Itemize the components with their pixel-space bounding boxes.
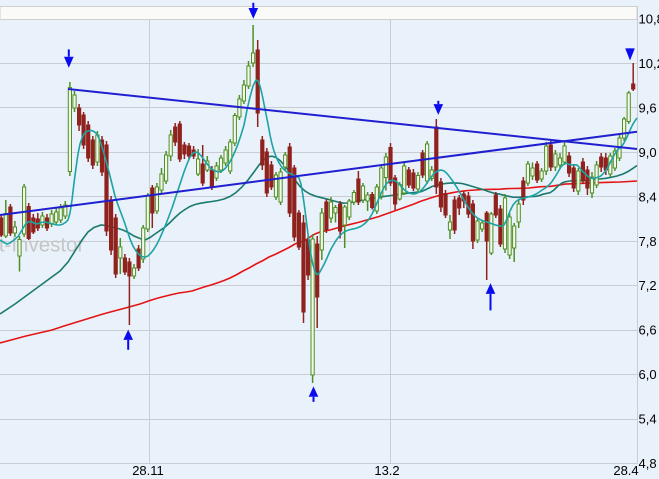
- svg-text:13.2: 13.2: [374, 463, 399, 478]
- svg-text:9,0: 9,0: [639, 145, 657, 160]
- svg-text:6,6: 6,6: [639, 323, 657, 338]
- svg-text:5,4: 5,4: [639, 412, 657, 427]
- svg-text:8,4: 8,4: [639, 189, 657, 204]
- svg-text:10,8: 10,8: [639, 12, 659, 27]
- svg-text:4,8: 4,8: [639, 456, 657, 471]
- svg-text:28.4: 28.4: [613, 463, 638, 478]
- svg-text:28.11: 28.11: [132, 463, 164, 478]
- svg-text:7,8: 7,8: [639, 234, 657, 249]
- svg-text:9,6: 9,6: [639, 100, 657, 115]
- svg-text:7,2: 7,2: [639, 278, 657, 293]
- svg-text:rt-Investor: rt-Investor: [0, 234, 84, 257]
- svg-text:10,2: 10,2: [639, 56, 659, 71]
- svg-text:6,0: 6,0: [639, 367, 657, 382]
